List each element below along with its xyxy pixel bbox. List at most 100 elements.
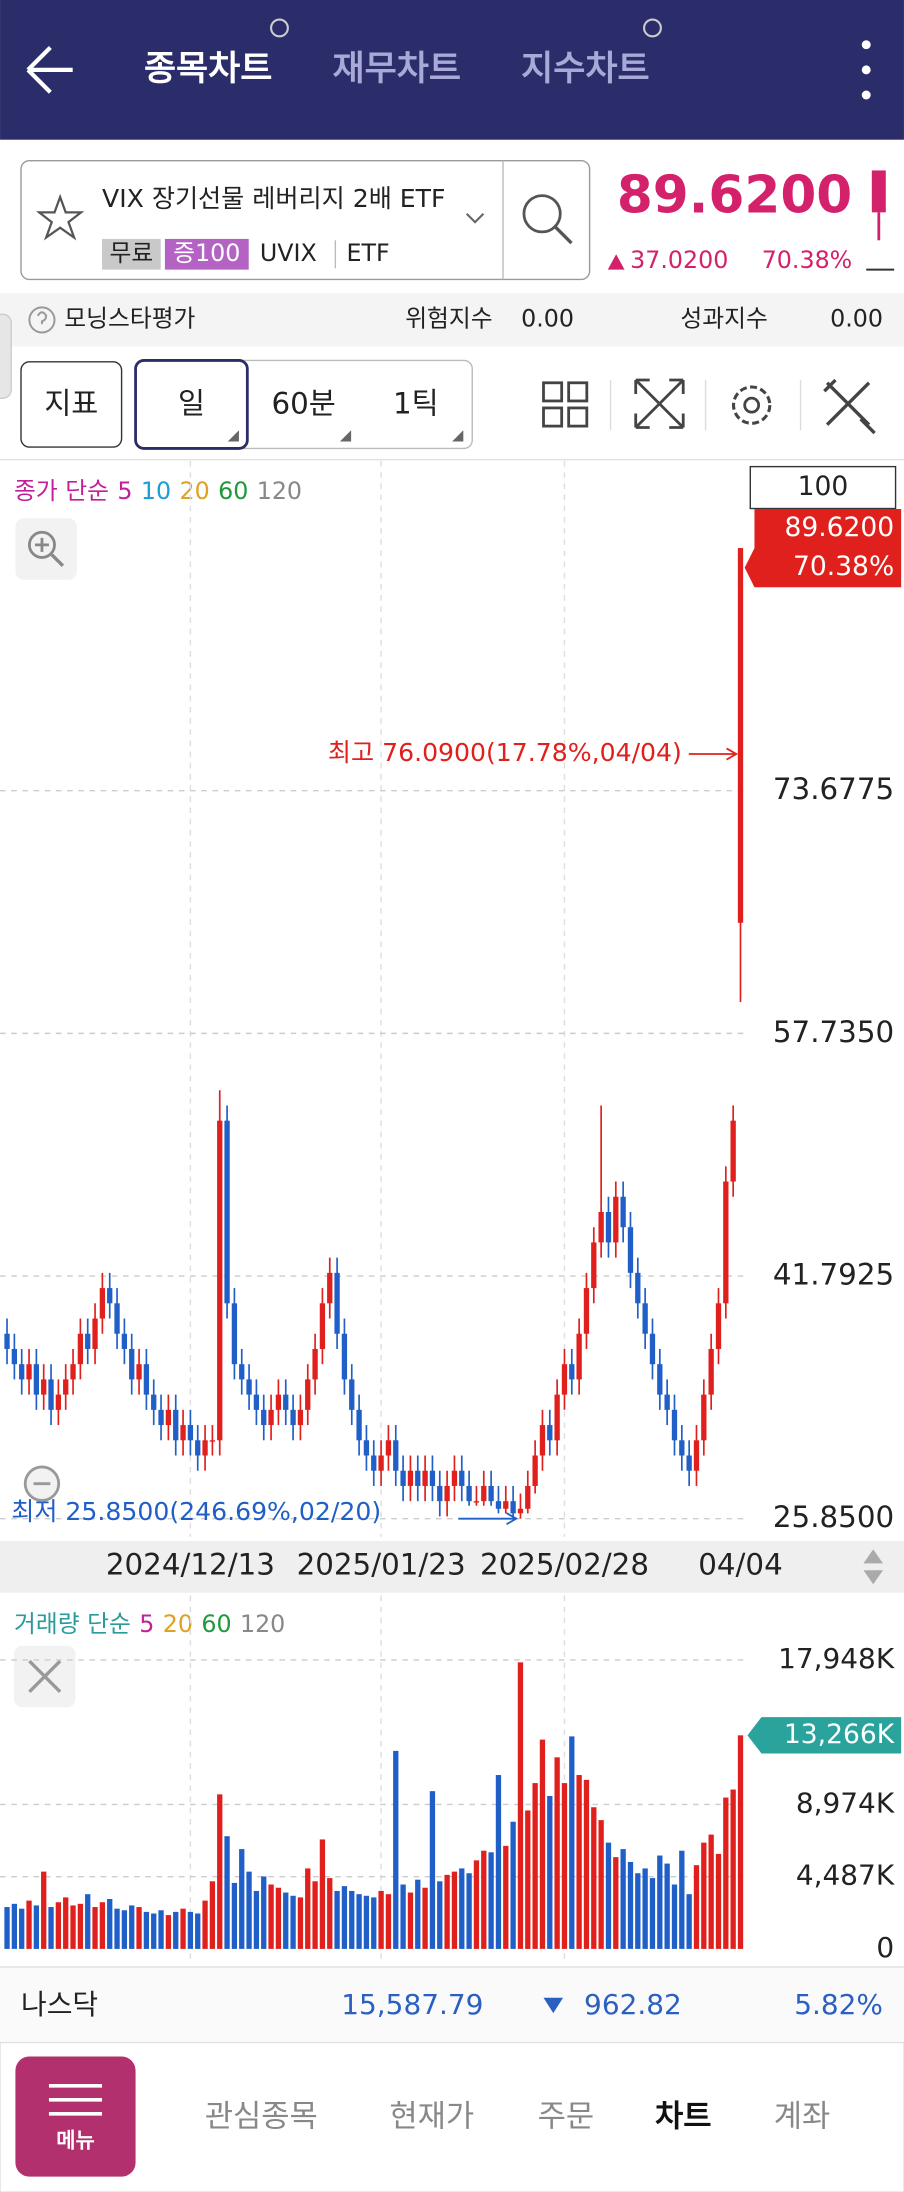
market-rate: 5.82% bbox=[794, 1988, 883, 2021]
candle-body bbox=[701, 1394, 707, 1441]
volume-bar bbox=[635, 1873, 641, 1949]
volume-bar bbox=[312, 1881, 318, 1949]
nav-tab[interactable]: 계좌 bbox=[774, 2098, 831, 2134]
y-tick-label: 17,948K bbox=[778, 1642, 895, 1675]
candle-body bbox=[679, 1440, 685, 1456]
indicator-button[interactable] bbox=[20, 361, 123, 448]
volume-bar bbox=[268, 1884, 274, 1949]
volume-bar bbox=[642, 1868, 648, 1949]
candle-body bbox=[407, 1470, 414, 1486]
min-annotation: 최저 25.8500(246.69%,02/20) bbox=[11, 1497, 381, 1526]
header-tab[interactable]: 지수차트 bbox=[521, 49, 649, 89]
candle-body bbox=[635, 1272, 641, 1304]
nav-tab[interactable]: 현재가 bbox=[389, 2098, 474, 2134]
candle-body bbox=[77, 1333, 84, 1365]
side-handle[interactable] bbox=[0, 313, 12, 399]
perf-value: 0.00 bbox=[830, 304, 883, 332]
fullscreen-button[interactable] bbox=[634, 378, 685, 429]
period-count-box[interactable] bbox=[749, 465, 897, 510]
volume-bar bbox=[554, 1757, 560, 1949]
candle-body bbox=[70, 1364, 76, 1380]
volume-bar bbox=[598, 1820, 604, 1949]
scroll-arrows[interactable] bbox=[863, 1549, 883, 1585]
help-icon[interactable] bbox=[28, 306, 56, 334]
candle-body bbox=[99, 1288, 106, 1319]
stock-box bbox=[20, 159, 591, 281]
candle-body bbox=[283, 1394, 289, 1410]
candle-body bbox=[165, 1409, 172, 1426]
date-axis-bg bbox=[0, 1540, 904, 1593]
tools-button[interactable] bbox=[823, 378, 876, 435]
period-selected bbox=[134, 359, 249, 450]
period-button[interactable]: 1틱 bbox=[393, 387, 439, 421]
menu-button[interactable] bbox=[15, 2056, 136, 2177]
bottom-nav bbox=[0, 2041, 904, 2192]
settings-button[interactable] bbox=[731, 385, 772, 425]
candle-body bbox=[41, 1379, 47, 1395]
header-bar bbox=[0, 0, 904, 140]
volume-bar bbox=[334, 1890, 340, 1949]
search-button[interactable] bbox=[522, 194, 573, 245]
candle-body bbox=[429, 1470, 436, 1486]
volume-bar bbox=[591, 1807, 597, 1949]
legend-item: 10 bbox=[141, 476, 171, 504]
volume-bar bbox=[297, 1897, 304, 1949]
legend-item: 120 bbox=[257, 476, 302, 504]
volume-bar bbox=[4, 1907, 10, 1949]
volume-bar bbox=[723, 1797, 729, 1949]
volume-bar bbox=[158, 1910, 164, 1949]
volume-bar bbox=[613, 1857, 619, 1949]
favorite-star[interactable] bbox=[35, 193, 85, 241]
period-button[interactable]: 60분 bbox=[271, 387, 335, 421]
legend-item: 60 bbox=[201, 1609, 231, 1637]
volume-bar bbox=[649, 1878, 656, 1949]
volume-bar bbox=[422, 1887, 428, 1949]
volume-bar bbox=[70, 1905, 76, 1949]
candle-body bbox=[532, 1455, 538, 1486]
candle-body bbox=[503, 1501, 509, 1509]
zoom-out-button[interactable] bbox=[23, 1465, 61, 1502]
candle-body bbox=[327, 1272, 333, 1304]
nav-tab[interactable]: 관심종목 bbox=[205, 2098, 318, 2134]
max-arrow bbox=[688, 747, 739, 761]
close-button[interactable] bbox=[14, 1645, 76, 1708]
volume-bar bbox=[400, 1884, 406, 1949]
link-icon bbox=[270, 18, 289, 38]
volume-bar bbox=[363, 1895, 370, 1949]
candle-body bbox=[224, 1120, 230, 1304]
period-buttons: 일 60분 1틱 bbox=[134, 359, 464, 450]
period-button[interactable]: 일 bbox=[178, 387, 205, 421]
volume-bar bbox=[715, 1853, 722, 1949]
more-button[interactable] bbox=[861, 40, 871, 100]
volume-bar bbox=[77, 1903, 84, 1949]
volume-bar bbox=[319, 1839, 326, 1949]
candle-body bbox=[371, 1455, 377, 1471]
back-button[interactable] bbox=[26, 46, 73, 94]
risk-value: 0.00 bbox=[521, 304, 574, 332]
nav-tab[interactable]: 주문 bbox=[538, 2098, 595, 2134]
volume-bar bbox=[620, 1849, 626, 1949]
price-change: 37.0200 bbox=[630, 246, 728, 274]
volume-bar bbox=[451, 1871, 458, 1949]
candle-body bbox=[48, 1379, 54, 1410]
candle-body bbox=[195, 1440, 201, 1456]
header-tabs: 종목차트 재무차트 지수차트 bbox=[144, 49, 650, 89]
zoom-in-button[interactable] bbox=[15, 518, 77, 580]
layout-button[interactable] bbox=[542, 381, 589, 428]
nav-tab[interactable]: 차트 bbox=[655, 2098, 712, 2134]
candle-body bbox=[583, 1288, 590, 1334]
candle-body bbox=[129, 1348, 135, 1380]
candle-body bbox=[180, 1425, 186, 1441]
candle-body bbox=[349, 1379, 355, 1410]
perf-label: 성과지수 bbox=[680, 304, 767, 332]
header-tab[interactable]: 재무차트 bbox=[333, 49, 461, 89]
volume-layer: 거래량 단순 5 20 60 120 0 4,487K 8,974K 17,948K 13,266… bbox=[0, 1595, 902, 1964]
volume-bar bbox=[671, 1884, 678, 1949]
candle-body bbox=[664, 1394, 670, 1410]
dropdown-chevron[interactable] bbox=[465, 213, 485, 224]
y-tick-label: 41.7925 bbox=[773, 1258, 894, 1292]
candle-body bbox=[312, 1348, 318, 1380]
header-tab[interactable]: 종목차트 bbox=[144, 49, 272, 89]
candle-body bbox=[737, 548, 744, 923]
volume-bar bbox=[349, 1890, 355, 1949]
